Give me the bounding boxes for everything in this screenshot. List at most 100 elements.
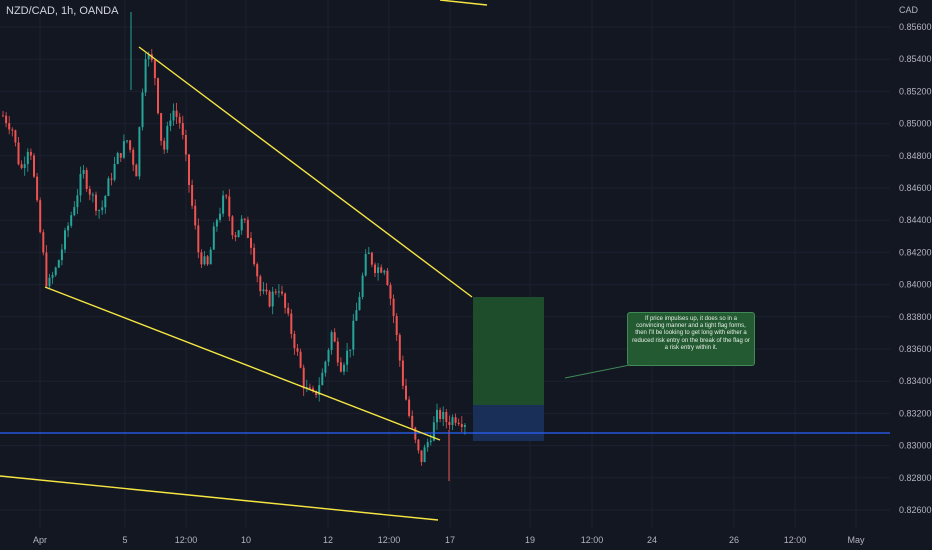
candle-body <box>26 151 29 165</box>
candle-body <box>215 219 218 227</box>
candle-body <box>203 256 206 265</box>
candle-body <box>67 225 70 231</box>
candle-body <box>339 362 342 372</box>
grid <box>0 0 890 528</box>
candle-body <box>315 390 318 396</box>
candle-body <box>277 291 280 293</box>
candle-body <box>64 230 66 250</box>
candle-body <box>132 149 135 165</box>
drawings <box>0 0 890 521</box>
candle-body <box>212 226 215 250</box>
candle-body <box>82 170 85 174</box>
candle-body <box>296 348 299 352</box>
target-zone[interactable] <box>473 297 544 405</box>
candle-body <box>349 349 352 351</box>
x-tick-label: 17 <box>445 535 455 545</box>
annotation-note[interactable]: If price impulses up, it does so in a co… <box>627 312 755 366</box>
risk-zone[interactable] <box>473 405 544 441</box>
candle-body <box>79 173 82 196</box>
candle-body <box>256 264 259 277</box>
candle-body <box>5 115 8 124</box>
candle-body <box>312 388 314 391</box>
candle-body <box>188 154 190 185</box>
y-tick-label: 0.84200 <box>899 247 932 257</box>
candle-body <box>287 307 290 314</box>
candle-body <box>197 225 200 253</box>
candle-body <box>70 215 73 226</box>
candle-body <box>268 291 271 307</box>
candle-body <box>457 422 460 425</box>
candle-body <box>429 440 432 443</box>
candle-body <box>327 349 330 362</box>
x-tick-label: 12 <box>323 535 333 545</box>
y-tick-label: 0.84400 <box>899 215 932 225</box>
candle-body <box>8 123 11 130</box>
candle-body <box>330 332 333 350</box>
x-tick-label: 26 <box>729 535 739 545</box>
candle-body <box>246 219 249 238</box>
candle-body <box>336 341 339 363</box>
trendline-top-right[interactable] <box>439 0 488 6</box>
candle-body <box>91 194 94 196</box>
candle-body <box>163 140 166 150</box>
trendline-bottom[interactable] <box>0 475 439 521</box>
candle-body <box>48 277 51 287</box>
candle-body <box>436 410 438 423</box>
candle-body <box>302 367 305 389</box>
candle-body <box>45 252 48 287</box>
candle-body <box>367 252 370 254</box>
candle-body <box>222 195 225 214</box>
candle-body <box>299 351 302 368</box>
y-tick-label: 0.82800 <box>899 473 932 483</box>
candle-body <box>57 260 60 268</box>
candle-body <box>243 218 246 220</box>
candle-body <box>85 170 88 190</box>
candle-body <box>122 141 125 158</box>
x-tick-label: 12:00 <box>175 535 198 545</box>
candle-body <box>284 293 287 308</box>
trendline-upper[interactable] <box>138 46 473 298</box>
candle-body <box>126 140 128 142</box>
y-tick-label: 0.85200 <box>899 86 932 96</box>
candle-body <box>129 140 132 150</box>
trendline-lower[interactable] <box>44 286 441 441</box>
candle-body <box>60 249 63 261</box>
candle-body <box>290 313 293 334</box>
axes: 0.85600 0.85400 0.85200 0.85000 0.84800 0.846… <box>33 22 932 545</box>
candle-body <box>420 450 423 463</box>
candle-body <box>107 178 110 196</box>
candle-body <box>135 164 138 177</box>
candle-body <box>324 361 327 373</box>
y-tick-label: 0.82600 <box>899 505 932 515</box>
y-tick-label: 0.85000 <box>899 119 932 129</box>
y-tick-label: 0.83800 <box>899 312 932 322</box>
candle-body <box>370 252 373 265</box>
candle-body <box>333 332 336 342</box>
candle-body <box>463 425 466 427</box>
candle-body <box>411 415 414 428</box>
candle-body <box>383 270 386 273</box>
candle-body <box>141 92 144 128</box>
candle-body <box>54 267 57 276</box>
candle-body <box>219 213 221 220</box>
candle-body <box>88 189 91 195</box>
candle-body <box>439 410 442 420</box>
candle-body <box>417 439 420 451</box>
candle-body <box>160 113 163 141</box>
candle-body <box>104 195 107 208</box>
candle-body <box>11 129 14 131</box>
candle-body <box>29 151 32 156</box>
y-tick-label: 0.83200 <box>899 408 932 418</box>
candle-body <box>401 360 404 386</box>
candle-body <box>39 200 42 233</box>
y-tick-label: 0.84000 <box>899 280 932 290</box>
candle-body <box>116 153 119 165</box>
candle-body <box>448 421 451 425</box>
candle-body <box>240 218 243 231</box>
candle-body <box>33 155 35 177</box>
chart-title: NZD/CAD, 1h, OANDA <box>6 5 119 17</box>
y-tick-label: 0.83600 <box>899 344 932 354</box>
candle-body <box>113 164 116 180</box>
candle-body <box>377 267 380 273</box>
